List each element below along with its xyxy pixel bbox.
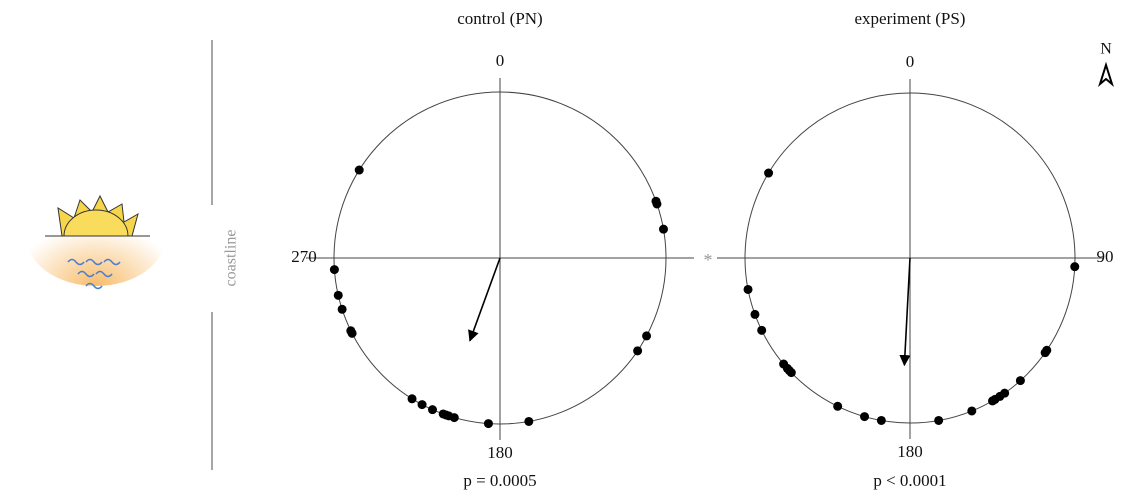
data-point [1042, 346, 1051, 355]
data-point [659, 225, 668, 234]
data-point [764, 169, 773, 178]
data-point [524, 417, 533, 426]
data-point [750, 310, 759, 319]
data-point [450, 413, 459, 422]
data-point [744, 285, 753, 294]
angle-tick-label: 0 [496, 51, 505, 70]
data-point [418, 400, 427, 409]
mean-vector [470, 258, 500, 341]
data-point [1016, 376, 1025, 385]
figure: coastline * N control (PN) 0 180 270 p = 0.0… [0, 0, 1132, 499]
data-point [330, 265, 339, 274]
chart-title: experiment (PS) [855, 9, 966, 28]
data-point [860, 412, 869, 421]
data-point [408, 394, 417, 403]
data-point [334, 291, 343, 300]
p-value: p = 0.0005 [463, 471, 536, 490]
data-point [355, 166, 364, 175]
data-point [642, 331, 651, 340]
p-value: p < 0.0001 [873, 471, 946, 490]
data-point [1000, 389, 1009, 398]
data-point [1070, 262, 1079, 271]
data-point [441, 410, 450, 419]
data-point [785, 366, 794, 375]
data-point [934, 416, 943, 425]
compass-label: N [1100, 41, 1112, 58]
angle-tick-label: 270 [291, 247, 317, 266]
mean-vector [904, 258, 910, 365]
data-point [428, 405, 437, 414]
data-point [652, 199, 661, 208]
chart-title: control (PN) [457, 9, 542, 28]
data-point [833, 402, 842, 411]
data-point [338, 305, 347, 314]
angle-tick-label: 180 [897, 442, 923, 461]
angle-tick-label: 90 [1097, 247, 1114, 266]
data-point [877, 416, 886, 425]
data-point [348, 329, 357, 338]
compass-arrow [1100, 65, 1112, 84]
data-point [633, 346, 642, 355]
angle-tick-label: 0 [906, 52, 915, 71]
data-point [757, 326, 766, 335]
significance-mark: * [704, 250, 713, 270]
sun-icon [26, 186, 166, 286]
data-point [967, 406, 976, 415]
coastline-label: coastline [223, 230, 240, 287]
angle-tick-label: 180 [487, 443, 513, 462]
data-point [484, 419, 493, 428]
